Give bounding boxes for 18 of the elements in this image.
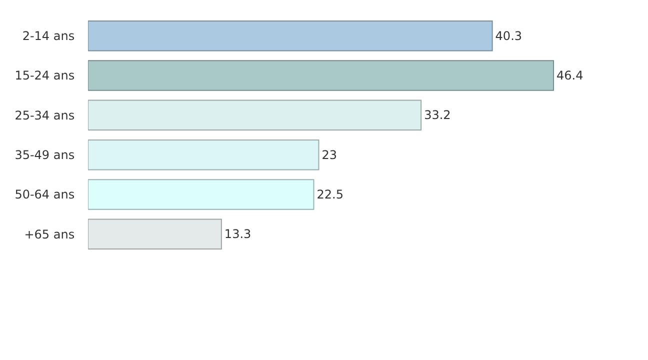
y-tick-label: 2-14 ans [22,29,75,44]
y-tick-label: +65 ans [24,227,75,242]
data-label: 23 [322,148,338,162]
data-label: 22.5 [316,188,344,202]
data-label: 40.3 [495,28,522,43]
bar [88,60,554,91]
data-label: 13.3 [224,227,252,242]
bar [88,139,320,170]
data-label: 46.4 [556,68,584,83]
y-tick-label: 35-49 ans [14,148,75,162]
bar [88,100,422,131]
y-tick-label: 50-64 ans [14,188,75,202]
y-tick-label: 15-24 ans [14,68,75,83]
bar [88,179,314,210]
y-tick-label: 25-34 ans [14,108,75,122]
data-label: 33.2 [424,108,451,122]
bar [88,20,493,52]
bar [88,218,222,250]
